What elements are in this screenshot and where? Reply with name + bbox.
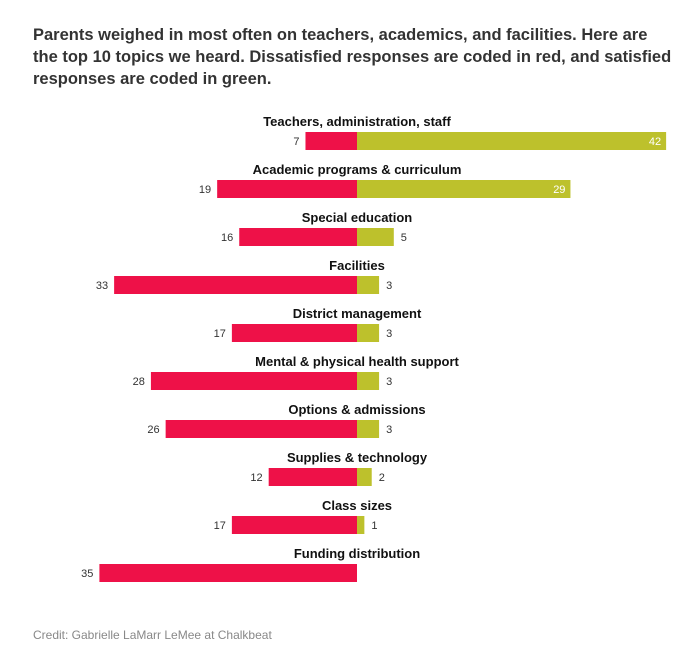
dissatisfied-bar (231, 516, 357, 534)
satisfied-value-label: 3 (386, 424, 392, 436)
dissatisfied-value-label: 12 (250, 472, 262, 484)
satisfied-bar (357, 372, 380, 390)
dissatisfied-value-label: 28 (133, 376, 145, 388)
category-label: Options & admissions (288, 402, 425, 417)
satisfied-value-label: 3 (386, 280, 392, 292)
satisfied-bar (357, 468, 372, 486)
satisfied-bar (357, 420, 380, 438)
satisfied-value-label: 42 (649, 136, 661, 148)
dissatisfied-bar (150, 372, 357, 390)
satisfied-value-label: 29 (553, 184, 565, 196)
dissatisfied-value-label: 26 (147, 424, 159, 436)
dissatisfied-value-label: 19 (199, 184, 211, 196)
dissatisfied-bar (165, 420, 357, 438)
category-label: District management (293, 306, 422, 321)
category-label: Special education (302, 210, 413, 225)
category-label: Supplies & technology (287, 450, 428, 465)
category-label: Facilities (329, 258, 385, 273)
diverging-bar-chart: Teachers, administration, staff 7 42 Academ… (81, 114, 667, 582)
dissatisfied-value-label: 17 (214, 520, 226, 532)
dissatisfied-bar (239, 228, 357, 246)
satisfied-bar (357, 276, 380, 294)
satisfied-bar (357, 180, 571, 198)
satisfied-bar (357, 324, 380, 342)
satisfied-value-label: 5 (401, 232, 407, 244)
satisfied-value-label: 3 (386, 328, 392, 340)
satisfied-value-label: 1 (371, 520, 377, 532)
category-label: Funding distribution (294, 546, 420, 561)
satisfied-value-label: 3 (386, 376, 392, 388)
satisfied-bar (357, 516, 365, 534)
category-label: Class sizes (322, 498, 392, 513)
dissatisfied-bar (305, 132, 357, 150)
chart-title: Parents weighed in most often on teacher… (33, 26, 672, 88)
dissatisfied-value-label: 16 (221, 232, 233, 244)
category-label: Academic programs & curriculum (253, 162, 462, 177)
dissatisfied-bar (268, 468, 357, 486)
satisfied-bar (357, 132, 667, 150)
satisfied-bar (357, 228, 394, 246)
dissatisfied-bar (231, 324, 357, 342)
dissatisfied-value-label: 17 (214, 328, 226, 340)
dissatisfied-value-label: 35 (81, 568, 93, 580)
dissatisfied-bar (217, 180, 357, 198)
category-label: Teachers, administration, staff (263, 114, 451, 129)
satisfied-value-label: 2 (379, 472, 385, 484)
category-label: Mental & physical health support (255, 354, 459, 369)
credit-line: Credit: Gabrielle LaMarr LeMee at Chalkb… (33, 628, 272, 642)
dissatisfied-value-label: 33 (96, 280, 108, 292)
dissatisfied-value-label: 7 (293, 136, 299, 148)
dissatisfied-bar (114, 276, 358, 294)
dissatisfied-bar (99, 564, 358, 582)
